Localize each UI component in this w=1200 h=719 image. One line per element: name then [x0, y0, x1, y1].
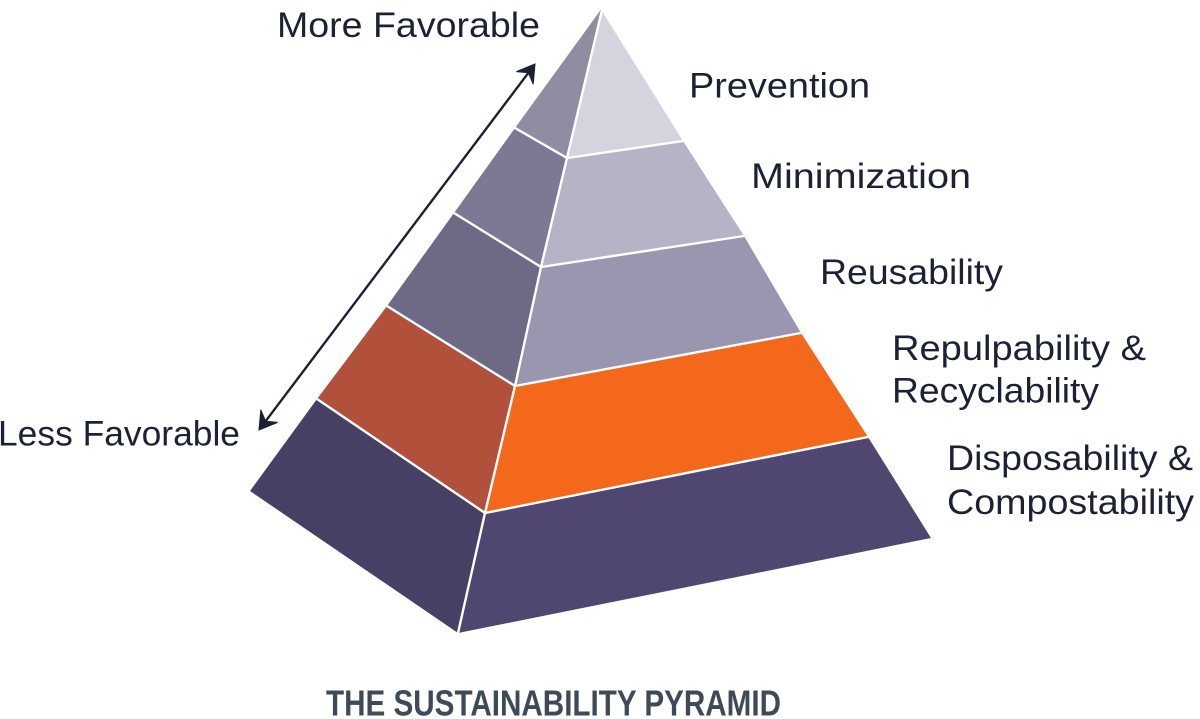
svg-text:Prevention: Prevention	[689, 67, 870, 106]
svg-text:Minimization: Minimization	[751, 157, 971, 196]
svg-text:Recyclability: Recyclability	[892, 372, 1100, 411]
svg-text:Disposability &: Disposability &	[947, 439, 1193, 478]
svg-text:THE SUSTAINABILITY PYRAMID: THE SUSTAINABILITY PYRAMID	[326, 683, 781, 719]
svg-text:Reusability: Reusability	[820, 253, 1004, 292]
svg-text:Compostability: Compostability	[947, 483, 1195, 522]
svg-text:Less Favorable: Less Favorable	[0, 415, 240, 454]
svg-text:Repulpability &: Repulpability &	[892, 329, 1146, 368]
svg-text:More Favorable: More Favorable	[277, 6, 540, 45]
